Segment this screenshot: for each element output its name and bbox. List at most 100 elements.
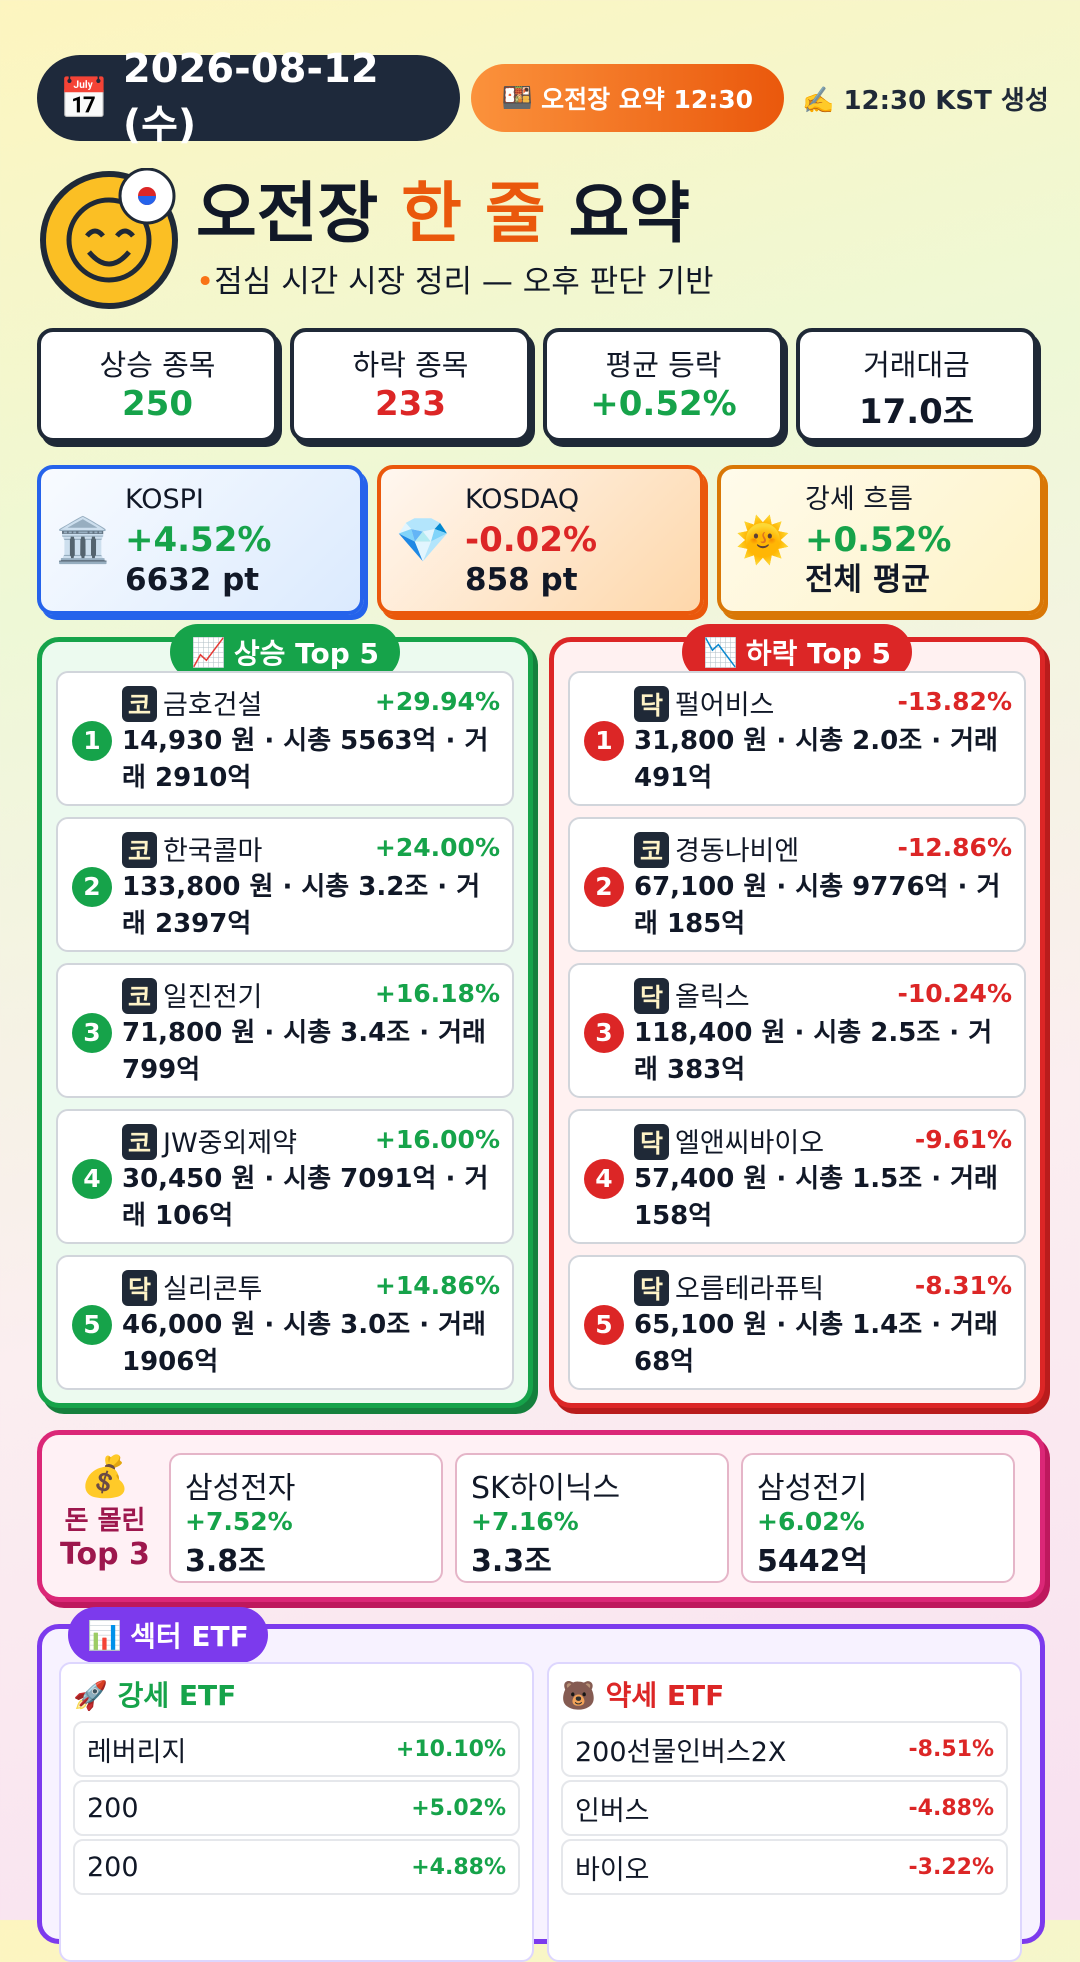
etf-row: 레버리지 +10.10% [73, 1721, 520, 1777]
subtitle: •점심 시간 시장 정리 — 오후 판단 기반 [196, 264, 714, 300]
panel-title: 📈 상승 Top 5 [170, 624, 400, 680]
stock-name-line: 코 JW중외제약 [122, 1121, 297, 1160]
rank: 4 [72, 1159, 112, 1199]
stock-detail: 57,400 원 · 시총 1.5조 · 거래 158억 [634, 1164, 998, 1231]
stock-detail: 65,100 원 · 시총 1.4조 · 거래 68억 [634, 1310, 998, 1377]
stock-detail: 31,800 원 · 시총 2.0조 · 거래 491억 [634, 726, 998, 793]
stock-name-line: 닥 오름테라퓨틱 [634, 1267, 824, 1306]
stock-change: -12.86% [897, 833, 1012, 862]
money-change: +6.02% [757, 1507, 865, 1536]
etf-panel: 📊 섹터 ETF 🚀 강세 ETF 레버리지 +10.10% 200 +5.02% 200… [37, 1607, 1045, 1962]
etf-title-text: 섹터 ETF [130, 1620, 249, 1653]
index-value: 6632 pt [125, 562, 260, 598]
money-card: 삼성전자 +7.52% 3.8조 [169, 1453, 443, 1583]
stock-detail: 71,800 원 · 시총 3.4조 · 거래 799억 [122, 1018, 486, 1085]
index-name: KOSDAQ [465, 484, 580, 515]
stat-label: 하락 종목 [352, 348, 469, 382]
stock-change: +24.00% [374, 833, 500, 862]
stock-detail: 118,400 원 · 시총 2.5조 · 거래 383억 [634, 1018, 993, 1085]
stock-change: +16.18% [374, 979, 500, 1008]
mascot [40, 168, 178, 309]
rank: 3 [584, 1013, 624, 1053]
etf-name: 레버리지 [87, 1736, 187, 1768]
stock-name: 경동나비엔 [675, 836, 800, 867]
market-badge: 닥 [634, 1124, 670, 1160]
etf-column-title: 🐻 약세 ETF [561, 1674, 724, 1714]
index-change: +4.52% [125, 520, 272, 560]
panel-title-text: 상승 Top 5 [233, 637, 380, 670]
money-amount: 5442억 [757, 1544, 869, 1579]
rank: 2 [584, 867, 624, 907]
stat-card: 상승 종목 250 [37, 328, 278, 442]
index-card: 💎 KOSDAQ -0.02% 858 pt [377, 465, 704, 615]
index-card: 🌞 강세 흐름 +0.52% 전체 평균 [717, 465, 1044, 615]
etf-row: 200 +4.88% [73, 1839, 520, 1895]
stock-change: -9.61% [914, 1125, 1012, 1154]
market-badge: 닥 [634, 686, 670, 722]
title: 오전장 한 줄 요약 [196, 160, 690, 256]
money-card: 삼성전기 +6.02% 5442억 [741, 1453, 1015, 1583]
money-label-bottom: Top 3 [60, 1537, 150, 1572]
stock-name: 한국콜마 [163, 836, 263, 867]
etf-name: 200 [87, 1851, 139, 1883]
stock-name-line: 코 일진전기 [122, 975, 262, 1014]
etf-column: 🐻 약세 ETF 200선물인버스2X -8.51% 인버스 -4.88% 바이오 -3.2… [547, 1662, 1022, 1962]
etf-change: -3.22% [908, 1854, 994, 1880]
stock-name-line: 닥 펄어비스 [634, 683, 774, 722]
market-badge: 코 [122, 1124, 158, 1160]
rank: 5 [72, 1305, 112, 1345]
index-text: 강세 흐름 +0.52% 전체 평균 [805, 480, 951, 600]
stock-change: -10.24% [897, 979, 1012, 1008]
rank: 2 [72, 867, 112, 907]
stock-item: 4 닥 엘앤씨바이오 -9.61% 57,400 원 · 시총 1.5조 · 거래 15… [568, 1109, 1026, 1244]
etf-icon: 🚀 [73, 1679, 118, 1712]
index-card: 🏛️ KOSPI +4.52% 6632 pt [37, 465, 364, 615]
calendar-icon: 📅 [59, 75, 109, 122]
etf-change: +10.10% [395, 1736, 506, 1762]
money-change: +7.16% [471, 1507, 579, 1536]
index-value: 858 pt [465, 562, 578, 598]
etf-title: 📊 섹터 ETF [68, 1607, 268, 1663]
money-amount: 3.8조 [185, 1544, 266, 1579]
stock-name: 올릭스 [675, 982, 750, 1013]
stock-name-line: 닥 올릭스 [634, 975, 750, 1014]
panel-icon: 📈 [190, 635, 226, 669]
index-name: 강세 흐름 [805, 484, 913, 515]
stock-name-line: 코 한국콜마 [122, 829, 262, 868]
rank: 1 [584, 721, 624, 761]
etf-row: 200 +5.02% [73, 1780, 520, 1836]
stat-card: 거래대금 17.0조 [796, 328, 1037, 442]
stat-label: 평균 등락 [605, 348, 722, 382]
index-name: KOSPI [125, 484, 204, 515]
etf-row: 인버스 -4.88% [561, 1780, 1008, 1836]
etf-change: +5.02% [411, 1795, 506, 1821]
rank: 4 [584, 1159, 624, 1199]
stock-change: +16.00% [374, 1125, 500, 1154]
stock-item: 3 코 일진전기 +16.18% 71,800 원 · 시총 3.4조 · 거래 799… [56, 963, 514, 1098]
index-text: KOSDAQ -0.02% 858 pt [465, 480, 597, 600]
panel-icon: 📉 [702, 635, 738, 669]
money-name: SK하이닉스 [471, 1471, 621, 1506]
stock-name: 금호건설 [163, 690, 263, 721]
money-name: 삼성전자 [185, 1471, 296, 1506]
index-icon: 💎 [395, 515, 451, 566]
stat-card: 하락 종목 233 [290, 328, 531, 442]
stock-item: 2 코 경동나비엔 -12.86% 67,100 원 · 시총 9776억 · 거래 1… [568, 817, 1026, 952]
stat-card: 평균 등락 +0.52% [543, 328, 784, 442]
stock-name-line: 코 금호건설 [122, 683, 262, 722]
stock-name: 펄어비스 [675, 690, 775, 721]
stock-item: 2 코 한국콜마 +24.00% 133,800 원 · 시총 3.2조 · 거래 23… [56, 817, 514, 952]
market-badge: 코 [122, 978, 158, 1014]
gainers-panel: 📈 상승 Top 5 1 코 금호건설 +29.94% 14,930 원 · 시총 5563… [37, 624, 533, 1408]
session-badge: 🍱 오전장 요약 12:30 [471, 64, 784, 132]
stock-name: 일진전기 [163, 982, 263, 1013]
stock-item: 3 닥 올릭스 -10.24% 118,400 원 · 시총 2.5조 · 거래 383… [568, 963, 1026, 1098]
stock-item: 1 닥 펄어비스 -13.82% 31,800 원 · 시총 2.0조 · 거래 491… [568, 671, 1026, 806]
etf-column: 🚀 강세 ETF 레버리지 +10.10% 200 +5.02% 200 +4.88% [59, 1662, 534, 1962]
index-change: +0.52% [805, 520, 952, 560]
etf-name: 인버스 [575, 1795, 650, 1827]
stock-item: 1 코 금호건설 +29.94% 14,930 원 · 시총 5563억 · 거래 29… [56, 671, 514, 806]
etf-name: 200선물인버스2X [575, 1736, 787, 1768]
generated-text: 12:30 KST 생성 [843, 86, 1049, 116]
